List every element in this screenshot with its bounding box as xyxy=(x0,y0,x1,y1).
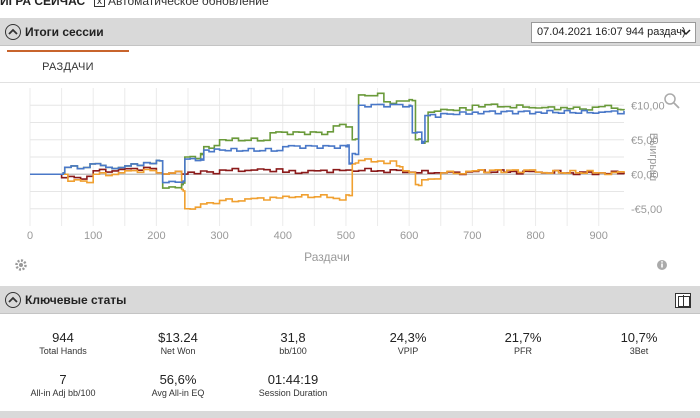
tab-hands[interactable]: РАЗДАЧИ xyxy=(7,50,129,83)
stat-label: bb/100 xyxy=(279,346,307,356)
stat-value: 01:44:19 xyxy=(267,372,319,387)
bottom-section-header xyxy=(0,411,700,418)
stat-bb100: 31,8 bb/100 xyxy=(238,330,348,356)
x-tick-label: 300 xyxy=(210,230,228,242)
stat-value: 21,7% xyxy=(504,330,542,345)
x-tick-label: 700 xyxy=(463,230,481,242)
x-axis-label: Раздачи xyxy=(304,250,350,264)
layout-toggle-button[interactable] xyxy=(675,293,691,308)
collapse-stats-button[interactable] xyxy=(5,292,21,308)
tab-strip: РАЗДАЧИ xyxy=(0,47,700,83)
x-tick-labels: 0 100 200 300 400 500 600 700 800 900 xyxy=(27,230,608,242)
tab-divider xyxy=(0,82,700,83)
stat-label: Avg All-in EQ xyxy=(151,388,205,398)
stat-avg-allin-eq: 56,6% Avg All-in EQ xyxy=(123,372,233,398)
key-stats-title: Ключевые статы xyxy=(25,293,127,307)
key-stats-panel: 944 Total Hands $13.24 Net Won 31,8 bb/1… xyxy=(0,322,700,418)
x-tick-label: 400 xyxy=(274,230,292,242)
stat-label: 3Bet xyxy=(629,346,649,356)
zoom-icon[interactable] xyxy=(664,93,680,109)
series-line-blue xyxy=(30,103,625,184)
stat-label: Net Won xyxy=(160,346,196,356)
y-tick-label: -€5,00 xyxy=(631,204,662,216)
session-summary-header: Итоги сессии 07.04.2021 16:07 944 раздач… xyxy=(0,18,700,46)
x-tick-label: 800 xyxy=(526,230,544,242)
chevron-down-icon xyxy=(681,29,691,36)
stat-total-hands: 944 Total Hands xyxy=(8,330,118,356)
chevron-up-icon xyxy=(8,296,18,303)
y-tick-label: €10,00 xyxy=(631,100,665,112)
stat-label: Session Duration xyxy=(258,388,328,398)
info-icon[interactable] xyxy=(657,260,667,270)
session-select-value: 07.04.2021 16:07 944 раздач) xyxy=(537,26,686,38)
x-tick-label: 600 xyxy=(400,230,418,242)
series-line-orange xyxy=(30,158,625,210)
x-tick-label: 200 xyxy=(147,230,165,242)
live-game-title: ИГРА СЕЙЧАС xyxy=(0,0,86,8)
stat-label: VPIP xyxy=(397,346,419,356)
top-bar: ИГРА СЕЙЧАС x Автоматическое обновление xyxy=(0,0,700,8)
y-tick-labels: €10,00 €5,00 €0,00 -€5,00 xyxy=(631,100,665,216)
winnings-chart: 0 100 200 300 400 500 600 700 800 900 €10,00 €5,00… xyxy=(0,84,700,284)
stat-pfr: 21,7% PFR xyxy=(468,330,578,356)
x-tick-label: 100 xyxy=(84,230,102,242)
stat-session-duration: 01:44:19 Session Duration xyxy=(238,372,348,398)
stat-label: PFR xyxy=(514,346,532,356)
y-tick-label: €5,00 xyxy=(631,135,659,147)
x-tick-label: 900 xyxy=(590,230,608,242)
winnings-chart-svg: 0 100 200 300 400 500 600 700 800 900 €10,00 €5,00… xyxy=(15,88,680,271)
stat-value: 24,3% xyxy=(389,330,427,345)
key-stats-header: Ключевые статы xyxy=(0,286,700,314)
stat-vpip: 24,3% VPIP xyxy=(353,330,463,356)
stat-label: All-in Adj bb/100 xyxy=(30,388,96,398)
stat-value: 31,8 xyxy=(280,330,306,345)
series-line-red xyxy=(30,166,625,180)
session-summary-title: Итоги сессии xyxy=(25,25,104,39)
stat-value: 10,7% xyxy=(620,330,658,345)
chart-series xyxy=(30,92,625,210)
stat-value: $13.24 xyxy=(158,330,198,345)
auto-update-label: Автоматическое обновление xyxy=(108,0,269,8)
stat-value: 7 xyxy=(59,372,67,387)
x-tick-label: 0 xyxy=(27,230,33,242)
chart-grid xyxy=(29,88,624,226)
stat-allin-adj-bb100: 7 All-in Adj bb/100 xyxy=(8,372,118,398)
x-tick-label: 500 xyxy=(337,230,355,242)
stat-3bet: 10,7% 3Bet xyxy=(584,330,694,356)
stat-value: 56,6% xyxy=(159,372,197,387)
stat-net-won: $13.24 Net Won xyxy=(123,330,233,356)
collapse-session-button[interactable] xyxy=(5,24,21,40)
chevron-up-icon xyxy=(8,28,18,35)
stat-label: Total Hands xyxy=(39,346,87,356)
stat-value: 944 xyxy=(52,330,74,345)
session-select[interactable]: 07.04.2021 16:07 944 раздач) xyxy=(531,22,696,43)
gear-icon[interactable] xyxy=(15,259,27,271)
auto-update-checkbox[interactable]: x xyxy=(94,0,105,7)
y-axis-label: Выигрыш xyxy=(647,133,659,181)
y-tick-label: €0,00 xyxy=(631,169,659,181)
